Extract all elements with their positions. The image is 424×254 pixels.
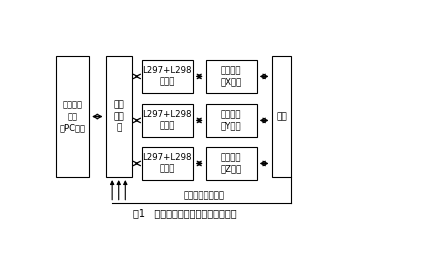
Text: 负载: 负载 [276, 112, 287, 121]
Bar [142, 104, 192, 137]
Text: 计算
机并
口: 计算 机并 口 [113, 101, 124, 133]
Bar [206, 60, 257, 93]
Text: L297+L298
驱动器: L297+L298 驱动器 [142, 66, 192, 87]
Text: 图1   系统总体的电气控制系统结构图: 图1 系统总体的电气控制系统结构图 [133, 208, 236, 218]
Bar [56, 56, 89, 177]
Text: 步进电机
（Z轴）: 步进电机 （Z轴） [220, 153, 242, 174]
Text: 步进电机
（X轴）: 步进电机 （X轴） [220, 66, 242, 87]
Bar [206, 147, 257, 180]
Bar [206, 104, 257, 137]
Text: 用户个人
电脑
（PC机）: 用户个人 电脑 （PC机） [60, 101, 86, 133]
Bar [271, 56, 291, 177]
Text: 行程开关反馈控制: 行程开关反馈控制 [184, 191, 225, 200]
Bar [142, 60, 192, 93]
Text: 步进电机
（Y轴）: 步进电机 （Y轴） [221, 110, 242, 131]
Bar [142, 147, 192, 180]
Text: L297+L298
驱动器: L297+L298 驱动器 [142, 110, 192, 131]
Bar [106, 56, 132, 177]
Text: L297+L298
驱动器: L297+L298 驱动器 [142, 153, 192, 174]
